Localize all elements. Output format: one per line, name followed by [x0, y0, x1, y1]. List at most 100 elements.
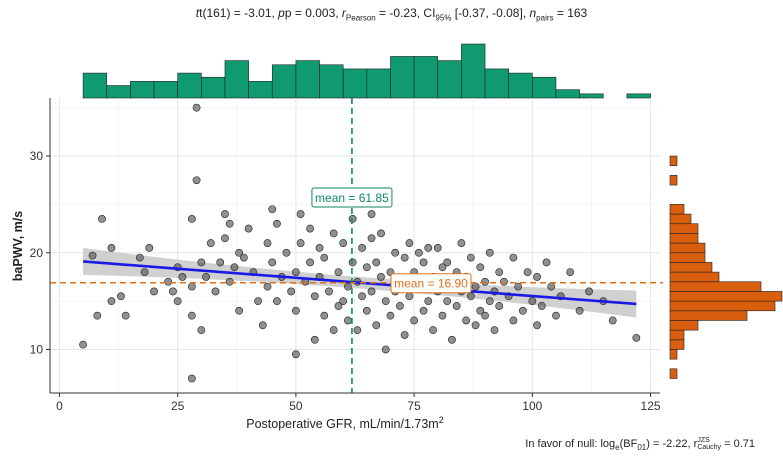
data-point — [197, 258, 206, 267]
x-hist-bar — [508, 72, 533, 99]
data-point — [552, 311, 560, 320]
data-point — [537, 302, 546, 310]
x-axis-title: Postoperative GFR, mL/min/1.73m2 — [246, 415, 443, 431]
x-hist-bar — [366, 68, 391, 99]
data-point — [310, 292, 319, 301]
y-hist-bar — [669, 262, 713, 273]
y-mean-label-text: mean = 16.90 — [394, 277, 468, 291]
data-point — [192, 176, 201, 185]
data-point — [443, 258, 452, 267]
x-mean-label-box — [311, 187, 393, 208]
data-point — [254, 297, 262, 306]
x-mean-label: mean = 61.85 — [311, 187, 393, 208]
data-point — [306, 224, 314, 233]
stats-r-sub: Pearson — [345, 13, 376, 23]
x-hist-bar — [82, 72, 108, 99]
stats-r-symbol: r — [341, 6, 346, 20]
data-point — [291, 350, 300, 359]
data-point — [405, 292, 414, 301]
x-tick-label: 25 — [171, 399, 185, 413]
data-point — [221, 234, 229, 243]
data-point — [273, 297, 281, 306]
y-hist-bar — [669, 213, 692, 225]
stats-ci-label: CI — [423, 6, 436, 20]
x-mean-label-text: mean = 61.85 — [315, 191, 389, 205]
y-hist-bar — [669, 339, 685, 350]
y-hist-bar — [669, 233, 699, 244]
y-hist-bar — [669, 223, 699, 234]
x-tick-label: 100 — [522, 399, 542, 413]
data-point — [187, 215, 196, 223]
data-point — [79, 340, 88, 349]
data-point — [367, 287, 376, 296]
mean-labels: mean = 61.85 mean = 16.90 — [311, 187, 472, 294]
data-point — [93, 311, 102, 320]
data-point — [211, 287, 220, 296]
data-point — [178, 273, 187, 281]
data-point — [140, 268, 149, 276]
x-hist-bar — [201, 76, 226, 99]
data-point — [566, 268, 575, 276]
data-point — [145, 244, 154, 252]
data-point — [485, 297, 494, 306]
y-marginal-histogram — [669, 155, 783, 379]
y-hist-bar — [669, 349, 678, 360]
data-point — [235, 248, 244, 257]
data-point — [367, 234, 376, 243]
data-point — [608, 316, 617, 325]
y-tick-label: 30 — [30, 149, 44, 163]
data-point — [169, 287, 177, 296]
data-point — [419, 258, 428, 267]
x-hist-bar — [153, 81, 178, 99]
stats-n-sub: pairs — [536, 13, 554, 23]
data-point — [187, 374, 196, 383]
x-hist-bar — [461, 43, 486, 99]
data-point — [481, 311, 489, 320]
data-point — [518, 306, 527, 315]
data-point — [239, 253, 248, 262]
data-point — [187, 282, 196, 291]
grid-lines — [50, 98, 660, 393]
data-point — [400, 331, 409, 339]
y-hist-bar — [669, 252, 706, 263]
data-point — [424, 244, 433, 252]
bayes-r-value: = 0.71 — [721, 437, 755, 450]
data-point — [107, 244, 116, 252]
data-point — [291, 268, 300, 276]
data-point — [485, 248, 494, 257]
y-hist-bar — [669, 175, 678, 186]
data-point — [121, 311, 130, 320]
data-point — [206, 239, 215, 247]
data-point — [268, 258, 277, 267]
data-point — [221, 210, 229, 218]
data-point — [216, 258, 225, 267]
y-tick-label: 20 — [30, 246, 44, 260]
data-point — [325, 287, 333, 296]
data-point — [528, 297, 537, 306]
x-hist-bar — [177, 72, 202, 99]
y-hist-bar — [669, 291, 783, 302]
data-point — [310, 335, 319, 344]
x-hist-bar — [295, 60, 320, 99]
data-point — [391, 248, 400, 257]
data-point — [466, 253, 475, 262]
data-point — [362, 263, 371, 272]
data-point — [107, 297, 116, 306]
data-point — [585, 287, 593, 296]
stats-subtitle: tt(161) = -3.01, pp = 0.003, rPearson = … — [195, 6, 588, 23]
data-point — [150, 287, 158, 296]
x-hist-bar — [319, 64, 344, 99]
x-hist-bar — [248, 81, 273, 99]
x-hist-bar — [532, 76, 557, 99]
data-point — [291, 306, 300, 315]
data-point — [173, 297, 182, 306]
data-point — [263, 239, 272, 247]
data-point — [523, 268, 532, 276]
x-hist-bar — [626, 93, 651, 99]
data-point — [410, 316, 419, 325]
x-hist-bar — [224, 60, 249, 99]
x-hist-bar — [579, 93, 604, 99]
data-point — [339, 239, 348, 247]
reference-lines — [50, 98, 663, 393]
